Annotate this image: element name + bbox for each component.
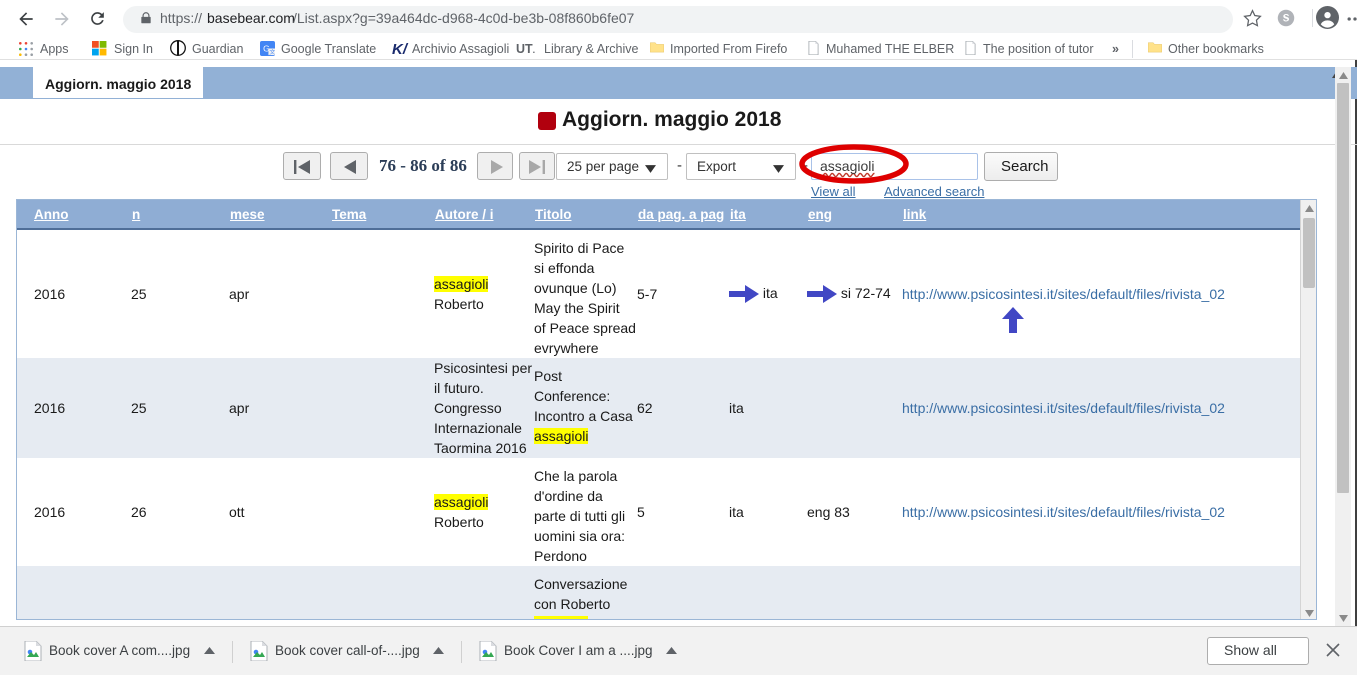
svg-text:文: 文	[269, 48, 275, 56]
